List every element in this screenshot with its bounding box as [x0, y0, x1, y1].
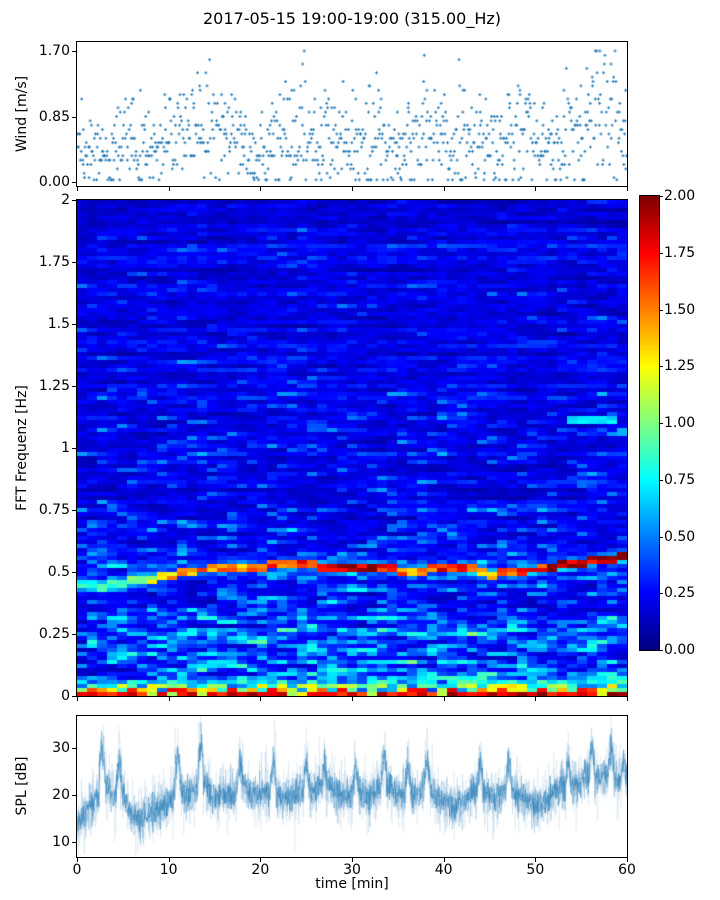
colorbar-gradient-canvas — [640, 196, 659, 650]
wind-xtick-mark — [627, 187, 628, 191]
spl-xtick-mark — [352, 858, 353, 862]
spl-xtick-mark — [627, 858, 628, 862]
fft-ytick-label: 0.25 — [38, 626, 70, 642]
spl-ytick-mark — [72, 747, 76, 749]
fft-ytick-mark — [72, 200, 76, 201]
colorbar-tick-label: 1.50 — [664, 301, 696, 318]
wind-scatter-canvas — [77, 42, 627, 186]
wind-ytick-label: 0.00 — [38, 173, 70, 190]
colorbar-tick-mark — [659, 252, 663, 254]
colorbar-tick-label: 1.25 — [664, 358, 696, 375]
spl-axes — [76, 715, 628, 858]
x-axis-label: time [min] — [315, 876, 389, 892]
wind-ytick-mark — [72, 51, 76, 52]
fft-ytick-label: 0.5 — [47, 564, 70, 580]
colorbar-tick-label: 0.00 — [664, 642, 696, 658]
fft-ytick-label: 1 — [61, 440, 70, 456]
wind-axes — [76, 41, 628, 187]
colorbar-tick-mark — [659, 196, 663, 197]
colorbar-tick-mark — [659, 479, 663, 481]
x-tick-label: 0 — [72, 862, 82, 878]
fft-ytick-mark — [72, 448, 76, 449]
colorbar-tick-label: 1.00 — [664, 415, 696, 431]
spl-xtick-mark — [77, 858, 78, 862]
wind-xtick-mark — [77, 187, 78, 191]
spl-ytick-label: 20 — [52, 786, 70, 803]
colorbar-tick-label: 0.75 — [664, 471, 696, 488]
colorbar-tick-mark — [659, 309, 663, 311]
spectrogram-canvas — [77, 200, 627, 696]
colorbar-tick-mark — [659, 593, 663, 595]
colorbar-tick-label: 0.50 — [664, 528, 696, 545]
fft-ytick-label: 2 — [61, 192, 70, 208]
fft-ytick-label: 1.75 — [38, 254, 70, 270]
fft-ytick-label: 0 — [61, 688, 70, 704]
wind-xtick-mark — [352, 187, 353, 191]
x-tick-label: 30 — [343, 862, 361, 878]
figure-title: 2017-05-15 19:00-19:00 (315.00_Hz) — [202, 9, 502, 28]
x-tick-label: 10 — [159, 862, 178, 878]
colorbar-tick-mark — [659, 536, 663, 538]
wind-xtick-mark — [443, 187, 445, 191]
spl-ytick-label: 30 — [52, 739, 70, 756]
spec-xtick-mark — [352, 697, 353, 701]
colorbar-tick-label: 0.25 — [664, 585, 696, 602]
colorbar-tick-mark — [659, 366, 663, 368]
wind-ytick-label: 0.85 — [38, 108, 70, 125]
x-tick-label: 50 — [526, 862, 545, 878]
fft-ytick-mark — [72, 572, 76, 573]
spl-line-canvas — [77, 716, 627, 857]
spectrogram-axes — [76, 199, 628, 697]
fft-ytick-label: 1.25 — [38, 378, 70, 394]
colorbar-tick-label: 2.00 — [664, 188, 696, 204]
spl-ytick-mark — [72, 841, 76, 843]
fft-ytick-label: 1.5 — [47, 316, 70, 332]
spec-xtick-mark — [443, 697, 445, 701]
fft-ytick-mark — [72, 634, 76, 635]
colorbar — [639, 195, 660, 651]
colorbar-tick-label: 1.75 — [664, 244, 696, 261]
wind-ytick-mark — [72, 181, 76, 183]
spec-xtick-mark — [627, 697, 628, 701]
fft-ytick-mark — [72, 696, 76, 697]
spl-xtick-mark — [260, 858, 262, 862]
fft-ytick-label: 0.75 — [38, 502, 70, 518]
fft-ytick-mark — [72, 262, 76, 263]
x-tick-label: 20 — [251, 862, 270, 878]
colorbar-tick-mark — [659, 423, 663, 424]
fft-ytick-mark — [72, 324, 76, 325]
wind-xtick-mark — [535, 187, 537, 191]
colorbar-tick-mark — [659, 650, 663, 651]
x-tick-label: 40 — [434, 862, 453, 878]
wind-xtick-mark — [260, 187, 262, 191]
spl-xtick-mark — [168, 858, 170, 862]
fft-ytick-mark — [72, 510, 76, 511]
x-tick-label: 60 — [618, 862, 636, 878]
spec-xtick-mark — [168, 697, 170, 701]
wind-ytick-mark — [72, 116, 76, 118]
fft-ytick-mark — [72, 386, 76, 387]
spec-xtick-mark — [77, 697, 78, 701]
spec-xtick-mark — [260, 697, 262, 701]
spec-xtick-mark — [535, 697, 537, 701]
spl-ytick-label: 10 — [52, 833, 70, 850]
wind-xtick-mark — [168, 187, 170, 191]
spl-xtick-mark — [443, 858, 445, 862]
wind-ytick-label: 1.70 — [38, 43, 70, 59]
spl-ytick-mark — [72, 794, 76, 796]
spl-xtick-mark — [535, 858, 537, 862]
